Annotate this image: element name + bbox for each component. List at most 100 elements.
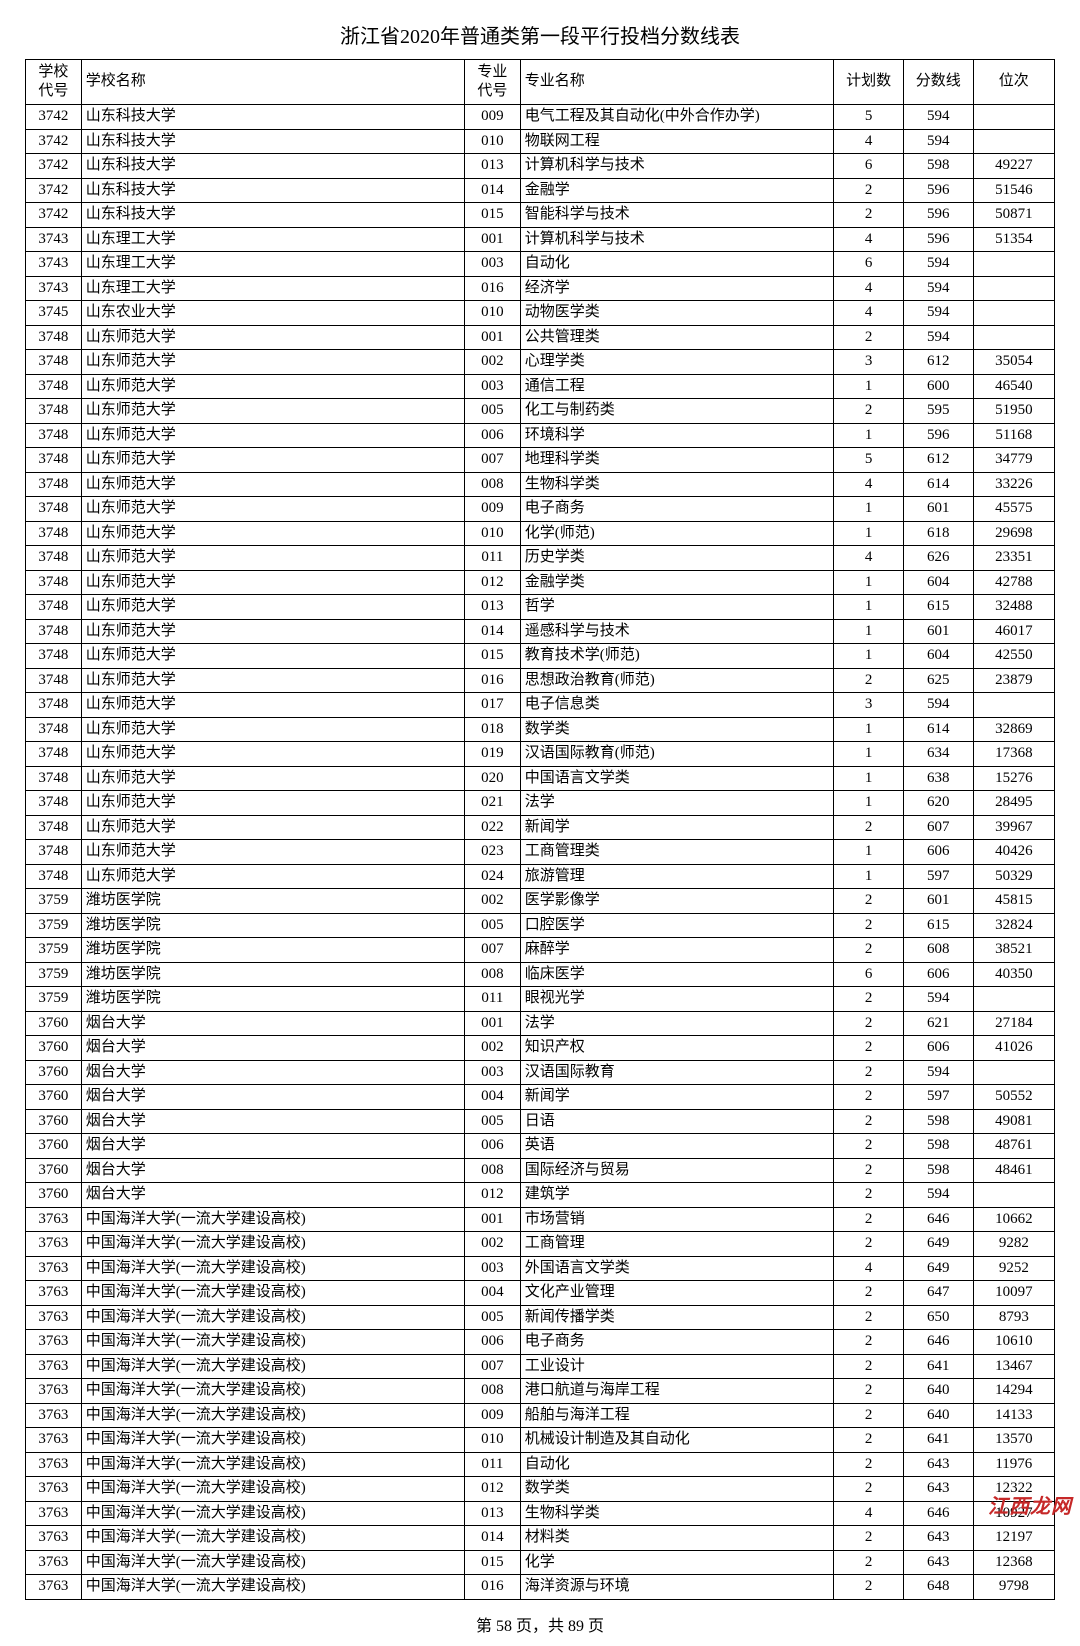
table-cell: 3760: [26, 1134, 82, 1159]
table-row: 3760烟台大学001法学262127184: [26, 1011, 1055, 1036]
table-cell: 3763: [26, 1428, 82, 1453]
table-cell: 3763: [26, 1305, 82, 1330]
table-cell: 6: [834, 962, 904, 987]
table-cell: 614: [903, 717, 973, 742]
table-cell: 596: [903, 178, 973, 203]
table-cell: 9282: [973, 1232, 1054, 1257]
table-cell: 012: [464, 1477, 520, 1502]
table-cell: 3760: [26, 1183, 82, 1208]
table-cell: 011: [464, 1452, 520, 1477]
table-cell: 010: [464, 521, 520, 546]
table-cell: 004: [464, 1085, 520, 1110]
table-cell: 015: [464, 644, 520, 669]
table-cell: 中国海洋大学(一流大学建设高校): [81, 1403, 464, 1428]
table-cell: 643: [903, 1526, 973, 1551]
table-cell: 中国海洋大学(一流大学建设高校): [81, 1232, 464, 1257]
table-cell: 1: [834, 619, 904, 644]
table-cell: 3763: [26, 1354, 82, 1379]
table-cell: 山东师范大学: [81, 570, 464, 595]
table-row: 3748山东师范大学011历史学类462623351: [26, 546, 1055, 571]
table-cell: 国际经济与贸易: [520, 1158, 834, 1183]
table-cell: 3759: [26, 938, 82, 963]
table-cell: 3743: [26, 276, 82, 301]
table-cell: 3748: [26, 497, 82, 522]
table-cell: 10662: [973, 1207, 1054, 1232]
table-cell: 物联网工程: [520, 129, 834, 154]
table-cell: 647: [903, 1281, 973, 1306]
table-cell: 知识产权: [520, 1036, 834, 1061]
table-cell: 计算机科学与技术: [520, 154, 834, 179]
table-cell: 594: [903, 693, 973, 718]
table-cell: 1: [834, 791, 904, 816]
table-cell: 5: [834, 448, 904, 473]
table-cell: 620: [903, 791, 973, 816]
table-row: 3763中国海洋大学(一流大学建设高校)010机械设计制造及其自动化264113…: [26, 1428, 1055, 1453]
table-cell: 29698: [973, 521, 1054, 546]
table-row: 3763中国海洋大学(一流大学建设高校)015化学264312368: [26, 1550, 1055, 1575]
table-cell: 13467: [973, 1354, 1054, 1379]
table-cell: 山东农业大学: [81, 301, 464, 326]
table-cell: 动物医学类: [520, 301, 834, 326]
table-cell: 3759: [26, 987, 82, 1012]
table-cell: 51354: [973, 227, 1054, 252]
table-cell: 13570: [973, 1428, 1054, 1453]
table-row: 3742山东科技大学014金融学259651546: [26, 178, 1055, 203]
table-cell: 2: [834, 1403, 904, 1428]
table-cell: 新闻传播学类: [520, 1305, 834, 1330]
table-cell: 015: [464, 1550, 520, 1575]
table-cell: 596: [903, 423, 973, 448]
table-cell: 3748: [26, 791, 82, 816]
table-cell: 3742: [26, 129, 82, 154]
table-cell: 山东理工大学: [81, 252, 464, 277]
table-cell: 中国海洋大学(一流大学建设高校): [81, 1526, 464, 1551]
table-cell: 1: [834, 766, 904, 791]
table-cell: 3748: [26, 374, 82, 399]
table-cell: 12368: [973, 1550, 1054, 1575]
th-major-code: 专业代号: [464, 60, 520, 105]
table-cell: 10097: [973, 1281, 1054, 1306]
table-cell: 3748: [26, 693, 82, 718]
table-cell: 2: [834, 399, 904, 424]
table-cell: 电子信息类: [520, 693, 834, 718]
table-cell: 心理学类: [520, 350, 834, 375]
table-cell: 618: [903, 521, 973, 546]
table-cell: 3763: [26, 1501, 82, 1526]
table-cell: 金融学类: [520, 570, 834, 595]
table-cell: 生物科学类: [520, 1501, 834, 1526]
table-cell: 612: [903, 350, 973, 375]
table-cell: 2: [834, 1379, 904, 1404]
table-cell: 002: [464, 350, 520, 375]
table-cell: 3748: [26, 448, 82, 473]
table-cell: 数学类: [520, 717, 834, 742]
table-cell: 594: [903, 1060, 973, 1085]
table-cell: [973, 987, 1054, 1012]
table-cell: 法学: [520, 791, 834, 816]
table-cell: 电子商务: [520, 1330, 834, 1355]
table-cell: 607: [903, 815, 973, 840]
table-cell: 598: [903, 1109, 973, 1134]
table-cell: 012: [464, 570, 520, 595]
table-row: 3748山东师范大学024旅游管理159750329: [26, 864, 1055, 889]
table-row: 3763中国海洋大学(一流大学建设高校)014材料类264312197: [26, 1526, 1055, 1551]
table-cell: 1: [834, 742, 904, 767]
table-row: 3763中国海洋大学(一流大学建设高校)006电子商务264610610: [26, 1330, 1055, 1355]
table-cell: 2: [834, 1452, 904, 1477]
table-cell: 3763: [26, 1256, 82, 1281]
table-row: 3743山东理工大学016经济学4594: [26, 276, 1055, 301]
table-cell: 5: [834, 105, 904, 130]
table-cell: 615: [903, 913, 973, 938]
table-cell: 35054: [973, 350, 1054, 375]
watermark: 江西龙网: [988, 1490, 1072, 1519]
table-row: 3763中国海洋大学(一流大学建设高校)012数学类264312322: [26, 1477, 1055, 1502]
table-cell: 汉语国际教育(师范): [520, 742, 834, 767]
table-cell: 011: [464, 546, 520, 571]
table-cell: 烟台大学: [81, 1134, 464, 1159]
table-cell: 外国语言文学类: [520, 1256, 834, 1281]
table-cell: 4: [834, 227, 904, 252]
score-table: 学校代号 学校名称 专业代号 专业名称 计划数 分数线 位次 3742山东科技大…: [25, 59, 1055, 1600]
table-cell: 3748: [26, 668, 82, 693]
th-major-name: 专业名称: [520, 60, 834, 105]
table-cell: 麻醉学: [520, 938, 834, 963]
table-cell: 工商管理: [520, 1232, 834, 1257]
table-cell: 49227: [973, 154, 1054, 179]
